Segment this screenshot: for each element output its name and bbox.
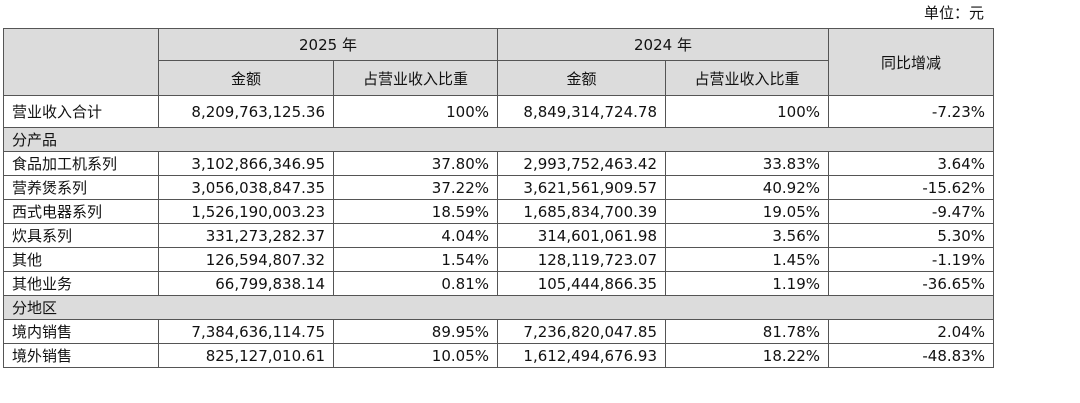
value-cell: -7.23% [828,95,994,128]
unit-label: 单位：元 [923,4,984,22]
value-cell: 1.54% [333,247,498,272]
value-cell: 7,236,820,047.85 [497,319,666,344]
value-cell: 128,119,723.07 [497,247,666,272]
table-row: 营业收入合计 8,209,763,125.36 100% 8,849,314,724.… [3,95,994,128]
value-cell: 8,849,314,724.78 [497,95,666,128]
value-cell: 825,127,010.61 [158,343,334,368]
value-cell: 37.80% [333,151,498,176]
row-label: 其他业务 [3,271,159,296]
table-body: 营业收入合计 8,209,763,125.36 100% 8,849,314,724.… [3,95,994,368]
change-header: 同比增减 [828,28,994,96]
sub-header: 金额 [497,60,666,96]
row-label: 西式电器系列 [3,199,159,224]
value-cell: 1,612,494,676.93 [497,343,666,368]
row-label: 炊具系列 [3,223,159,248]
value-cell: 40.92% [665,175,829,200]
corner-cell [3,28,159,96]
sub-header: 金额 [158,60,334,96]
row-label: 境内销售 [3,319,159,344]
value-cell: 3,056,038,847.35 [158,175,334,200]
value-cell: 105,444,866.35 [497,271,666,296]
value-cell: -1.19% [828,247,994,272]
table-row: 西式电器系列 1,526,190,003.23 18.59% 1,685,834,70… [3,199,994,224]
value-cell: 3.64% [828,151,994,176]
row-label: 其他 [3,247,159,272]
section-cell: 分地区 [3,295,994,320]
value-cell: 18.22% [665,343,829,368]
value-cell: 2,993,752,463.42 [497,151,666,176]
revenue-table: 2025 年 2024 年 同比增减 金额 占营业收入比重 金额 占营业收入比重… [3,28,994,368]
row-label: 营业收入合计 [3,95,159,128]
value-cell: 1.45% [665,247,829,272]
value-cell: 314,601,061.98 [497,223,666,248]
table-row: 炊具系列 331,273,282.37 4.04% 314,601,061.98 3.5… [3,223,994,248]
value-cell: 89.95% [333,319,498,344]
value-cell: 3,621,561,909.57 [497,175,666,200]
value-cell: 100% [665,95,829,128]
value-cell: 18.59% [333,199,498,224]
value-cell: -36.65% [828,271,994,296]
row-label: 境外销售 [3,343,159,368]
value-cell: 100% [333,95,498,128]
row-label: 营养煲系列 [3,175,159,200]
value-cell: 0.81% [333,271,498,296]
table-row: 营养煲系列 3,056,038,847.35 37.22% 3,621,561,909… [3,175,994,200]
value-cell: 3.56% [665,223,829,248]
value-cell: 1,685,834,700.39 [497,199,666,224]
table-row: 食品加工机系列 3,102,866,346.95 37.80% 2,993,752,4… [3,151,994,176]
value-cell: -48.83% [828,343,994,368]
value-cell: 331,273,282.37 [158,223,334,248]
value-cell: 8,209,763,125.36 [158,95,334,128]
row-label: 食品加工机系列 [3,151,159,176]
value-cell: 5.30% [828,223,994,248]
value-cell: 7,384,636,114.75 [158,319,334,344]
value-cell: -15.62% [828,175,994,200]
year-header: 2024 年 [497,28,829,61]
value-cell: 81.78% [665,319,829,344]
sub-header: 占营业收入比重 [333,60,498,96]
table-row: 境内销售 7,384,636,114.75 89.95% 7,236,820,047.… [3,319,994,344]
value-cell: 33.83% [665,151,829,176]
table-row: 境外销售 825,127,010.61 10.05% 1,612,494,676.93… [3,343,994,368]
value-cell: 10.05% [333,343,498,368]
value-cell: 3,102,866,346.95 [158,151,334,176]
value-cell: 126,594,807.32 [158,247,334,272]
value-cell: 1.19% [665,271,829,296]
table-row: 其他业务 66,799,838.14 0.81% 105,444,866.35 1.19… [3,271,994,296]
value-cell: 4.04% [333,223,498,248]
value-cell: 66,799,838.14 [158,271,334,296]
year-header: 2025 年 [158,28,498,61]
value-cell: 1,526,190,003.23 [158,199,334,224]
value-cell: -9.47% [828,199,994,224]
table-row: 分地区 [3,295,994,320]
value-cell: 37.22% [333,175,498,200]
table-row: 其他 126,594,807.32 1.54% 128,119,723.07 1.45%… [3,247,994,272]
table-row: 分产品 [3,127,994,152]
sub-header: 占营业收入比重 [665,60,829,96]
section-cell: 分产品 [3,127,994,152]
value-cell: 2.04% [828,319,994,344]
value-cell: 19.05% [665,199,829,224]
